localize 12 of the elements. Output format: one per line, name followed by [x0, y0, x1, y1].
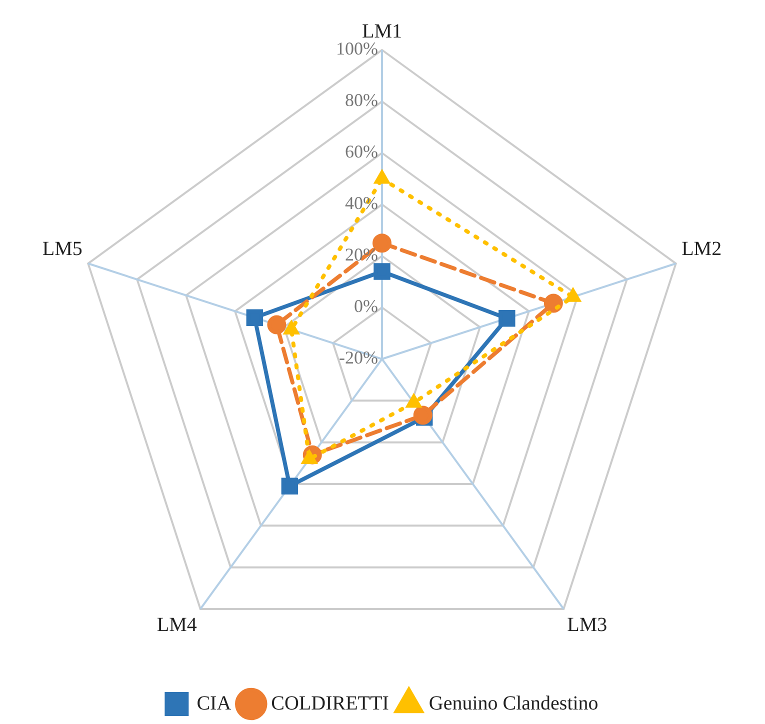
legend-label: CIA [196, 692, 232, 714]
y-tick-label: 0% [354, 296, 378, 316]
spoke-label: LM4 [156, 614, 197, 636]
spoke-label: LM2 [682, 238, 722, 260]
y-tick-label: 60% [345, 142, 378, 162]
spoke-label: LM3 [567, 614, 608, 636]
y-tick-label: 80% [345, 90, 378, 110]
legend-label: COLDIRETTI [271, 692, 389, 714]
spoke-label: LM5 [42, 238, 82, 260]
y-tick-label: -20% [339, 348, 378, 368]
legend-label: Genuino Clandestino [428, 692, 598, 714]
y-tick-label: 40% [345, 193, 378, 214]
